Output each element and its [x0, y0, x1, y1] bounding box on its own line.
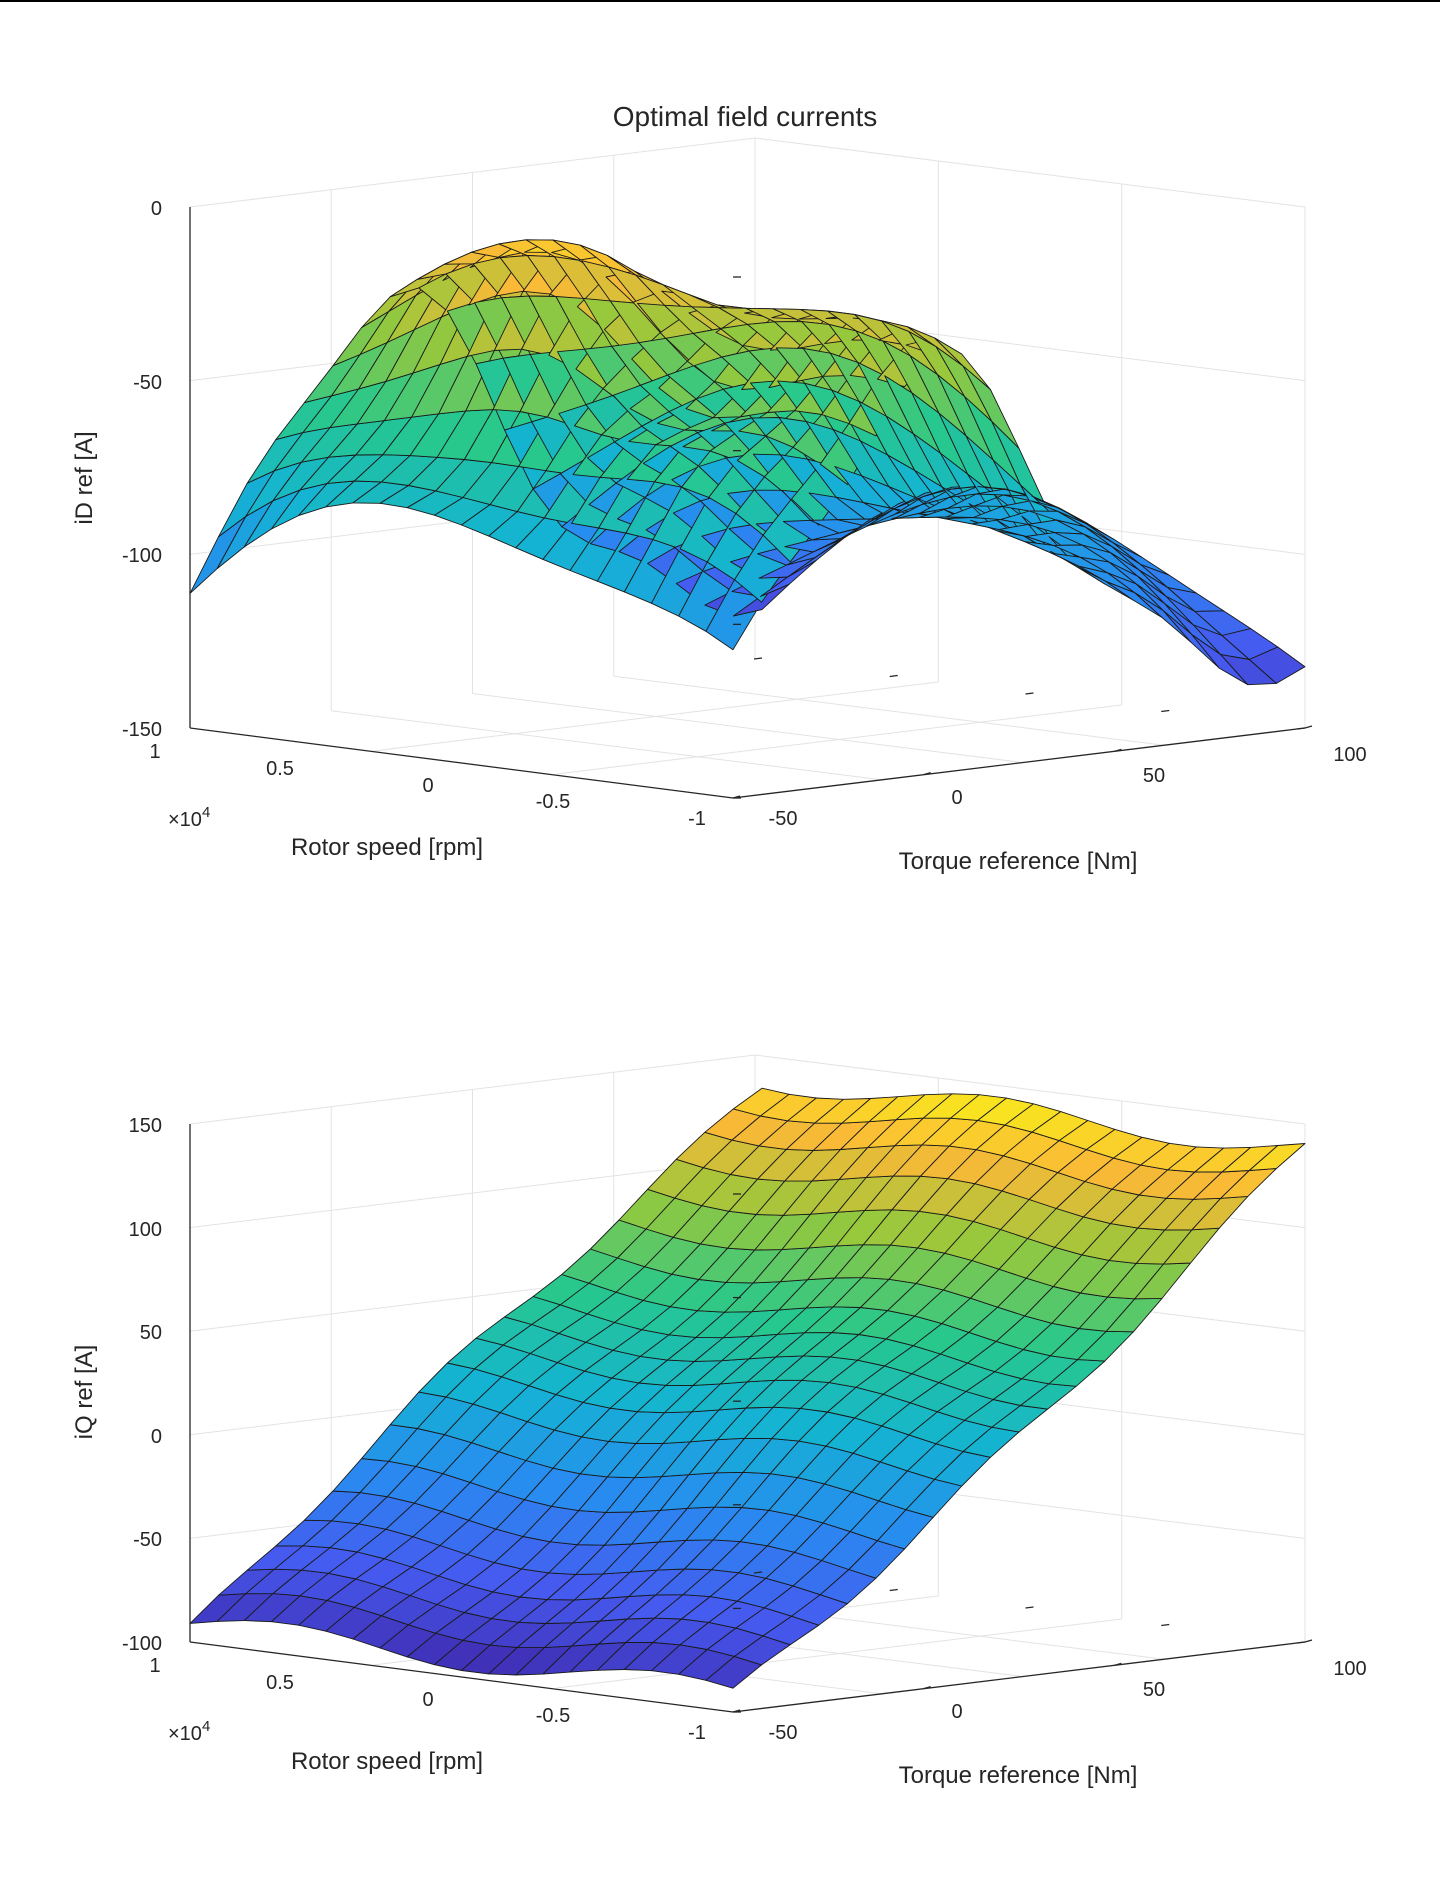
y-axis-label: Rotor speed [rpm] [291, 1748, 483, 1775]
z-tick-label: -100 [122, 545, 162, 567]
grid-line [472, 693, 1023, 763]
z-tick-label: 100 [129, 1219, 162, 1241]
y-tick-mark [1025, 1606, 1034, 1609]
x-axis-line [732, 727, 1306, 799]
x-tick-mark [1304, 725, 1313, 729]
y-axis-line [189, 727, 734, 799]
x-axis-label: Torque reference [Nm] [899, 1762, 1138, 1789]
grid-line [613, 675, 1164, 746]
y-exponent: ×104 [168, 1718, 210, 1745]
y-axis-label: Rotor speed [rpm] [291, 834, 483, 861]
y-tick-label: 0 [422, 1689, 433, 1711]
y-tick-label: -0.5 [536, 791, 570, 813]
grid-line [331, 710, 882, 781]
y-tick-mark [753, 1571, 763, 1574]
x-tick-mark [732, 795, 741, 799]
y-tick-mark [1161, 1623, 1170, 1627]
top-border [0, 0, 1440, 2]
z-tick-label: -150 [122, 719, 162, 741]
x-tick-mark [923, 772, 931, 776]
plot-id-ref: 0 -50 -100 -150 1 0.5 0 -0.5 -1 -50 0 50… [71, 137, 1367, 875]
x-tick-mark [923, 1686, 931, 1690]
plot-id-ref-surface [189, 239, 1313, 799]
x-tick-label: 100 [1333, 744, 1366, 766]
y-tick-mark [1161, 709, 1170, 713]
y-tick-label: -1 [688, 808, 706, 830]
y-tick-mark [1296, 727, 1306, 730]
z-tick-label: -50 [133, 1529, 162, 1551]
x-tick-mark [732, 1709, 741, 1713]
surface-patch [1248, 646, 1306, 684]
x-tick-label: -50 [769, 1722, 798, 1744]
plot-iq-ref-surface [189, 1087, 1313, 1713]
figure-title: Optimal field currents [613, 101, 878, 132]
z-tick-label: 150 [129, 1115, 162, 1137]
x-tick-label: 50 [1143, 765, 1165, 787]
z-tick-label: -100 [122, 1633, 162, 1655]
z-tick-label: -50 [133, 372, 162, 394]
y-tick-mark [753, 657, 763, 660]
y-tick-label: -0.5 [536, 1705, 570, 1727]
plot-iq-ref-axes [189, 1124, 1306, 1713]
y-tick-label: 0 [422, 775, 433, 797]
x-tick-label: 0 [951, 1701, 962, 1723]
x-axis-line [732, 1641, 1306, 1713]
y-tick-mark [1025, 692, 1034, 695]
x-tick-label: 0 [951, 787, 962, 809]
grid-line [189, 137, 1306, 208]
z-axis-label: iQ ref [A] [71, 1345, 98, 1440]
x-tick-mark [1304, 1639, 1313, 1643]
z-axis-label: iD ref [A] [71, 431, 98, 524]
y-tick-mark [889, 674, 898, 678]
plot-iq-ref: 150 100 50 0 -50 -100 1 0.5 0 -0.5 -1 -5… [71, 1054, 1367, 1789]
y-tick-label: 1 [149, 1655, 160, 1677]
z-tick-label: 0 [151, 1426, 162, 1448]
z-tick-label: 50 [140, 1322, 162, 1344]
y-exponent: ×104 [168, 804, 210, 831]
y-tick-label: -1 [688, 1722, 706, 1744]
y-tick-label: 0.5 [266, 1672, 294, 1694]
surface-patch [189, 515, 247, 594]
y-tick-label: 0.5 [266, 758, 294, 780]
y-axis-line [189, 1641, 734, 1713]
y-tick-label: 1 [149, 741, 160, 763]
y-tick-mark [1296, 1641, 1306, 1644]
x-tick-mark [1114, 1662, 1122, 1666]
x-tick-label: 100 [1333, 1658, 1366, 1680]
z-tick-label: 0 [151, 198, 162, 220]
x-axis-label: Torque reference [Nm] [899, 848, 1138, 875]
x-tick-label: -50 [769, 808, 798, 830]
plot-id-ref-axes [189, 207, 1306, 799]
y-tick-mark [889, 1588, 898, 1592]
surface-patch [1248, 1143, 1306, 1171]
x-tick-mark [1114, 748, 1122, 752]
x-tick-label: 50 [1143, 1679, 1165, 1701]
